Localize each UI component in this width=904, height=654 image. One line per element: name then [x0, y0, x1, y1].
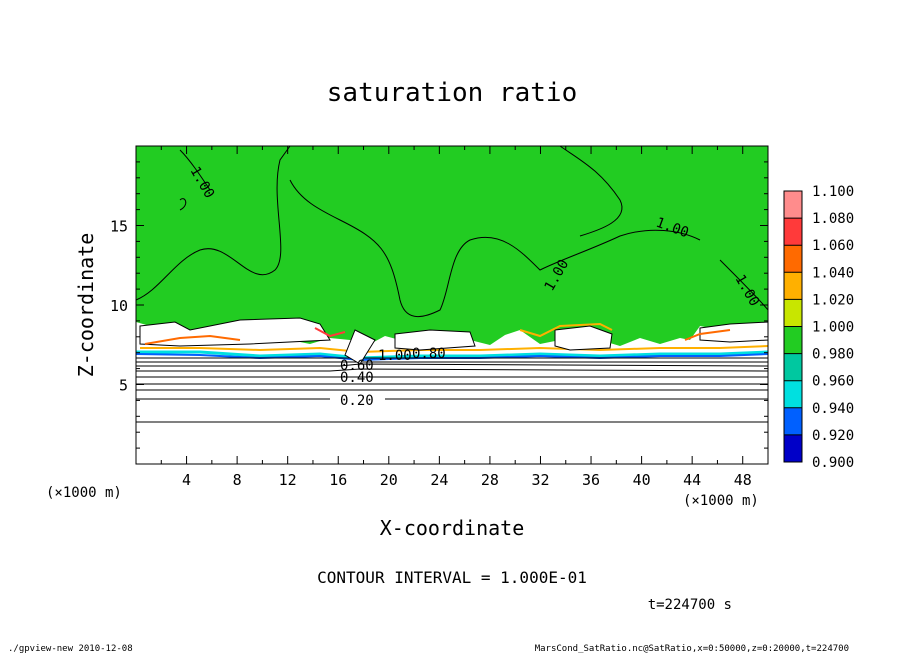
- x-tick-label: 24: [430, 471, 448, 489]
- x-axis-title: X-coordinate: [380, 516, 525, 540]
- colorbar-swatch: [784, 272, 802, 300]
- y-axis-title: Z-coordinate: [74, 233, 98, 378]
- contour-line: [136, 363, 769, 367]
- x-tick-label: 48: [734, 471, 752, 489]
- colorbar-label: 0.900: [812, 455, 854, 471]
- contour-label: 0.60: [340, 358, 374, 374]
- x-tick-label: 32: [531, 471, 549, 489]
- x-tick-label: 12: [279, 471, 297, 489]
- colorbar-swatch: [784, 353, 802, 381]
- colorbar-swatch: [784, 326, 802, 354]
- y-tick-label: 10: [110, 297, 128, 315]
- contour-line: [135, 145, 291, 301]
- contour-line: [136, 368, 769, 372]
- band-0980: [136, 350, 769, 360]
- saturated-region: [136, 146, 768, 348]
- colorbar-swatch: [784, 245, 802, 273]
- colorbar-label: 0.960: [812, 374, 854, 390]
- contour-label: 0.80: [412, 346, 446, 362]
- colorbar-swatch: [784, 218, 802, 246]
- contour-label: 1.00: [378, 348, 412, 364]
- footer-right: MarsCond_SatRatio.nc@SatRatio,x=0:50000,…: [535, 644, 849, 654]
- cloud-3: [554, 325, 613, 351]
- fringe-4: [684, 329, 731, 341]
- x-tick-label: 4: [182, 471, 191, 489]
- x-tick-label: 44: [683, 471, 701, 489]
- colorbar-swatch: [784, 407, 802, 435]
- colorbar-swatch: [784, 191, 802, 219]
- colorbar-label: 1.000: [812, 320, 854, 336]
- chart-title: saturation ratio: [327, 78, 577, 108]
- contour-label: 0.40: [340, 370, 374, 386]
- contour-label: 0.20: [340, 393, 374, 409]
- colorbar-label: 1.020: [812, 292, 854, 308]
- colorbar-swatch: [784, 434, 802, 462]
- x-tick-label: 40: [633, 471, 651, 489]
- cloud-1: [139, 317, 331, 347]
- fringe-2: [314, 327, 346, 338]
- contour-line: [289, 179, 701, 318]
- colorbar: 1.100 1.080 1.060 1.040 1.020 1.000 0.980 0.960…: [783, 184, 854, 471]
- fringe-1: [144, 334, 241, 345]
- cloud-2: [394, 329, 476, 351]
- x-tick-label: 20: [380, 471, 398, 489]
- contour-interval: CONTOUR INTERVAL = 1.000E-01: [317, 568, 587, 587]
- colorbar-label: 1.080: [812, 211, 854, 227]
- plot-area: 1.001.001.00 1.000.600.400.201.00 0.80: [135, 145, 769, 465]
- y-unit-label: (×1000 m): [683, 493, 759, 509]
- y-axis: 5 10 15: [110, 161, 768, 449]
- x-unit-label: (×1000 m): [46, 485, 122, 501]
- colorbar-swatch: [784, 380, 802, 408]
- contour-line: [179, 149, 211, 211]
- y-tick-label: 15: [110, 218, 128, 236]
- x-tick-label: 28: [481, 471, 499, 489]
- footer-left: ./gpview-new 2010-12-08: [8, 644, 133, 654]
- x-axis: 4 8 12 16 20 24 28 32 36 40 44 48: [160, 146, 752, 489]
- fringe-3: [519, 322, 613, 338]
- x-tick-label: 36: [582, 471, 600, 489]
- x-tick-label: 16: [329, 471, 347, 489]
- y-tick-label: 5: [119, 377, 128, 395]
- colorbar-swatch: [784, 299, 802, 327]
- band-1040: [140, 345, 769, 354]
- time-label: t=224700 s: [648, 597, 732, 613]
- contour-line: [559, 145, 623, 237]
- colorbar-label: 0.980: [812, 347, 854, 363]
- x-tick-label: 8: [233, 471, 242, 489]
- colorbar-label: 1.060: [812, 238, 854, 254]
- cloud-5: [344, 329, 376, 365]
- colorbar-label: 0.920: [812, 428, 854, 444]
- contour-line: [719, 259, 769, 311]
- colorbar-label: 1.040: [812, 265, 854, 281]
- colorbar-label: 0.940: [812, 401, 854, 417]
- colorbar-label: 1.100: [812, 184, 854, 200]
